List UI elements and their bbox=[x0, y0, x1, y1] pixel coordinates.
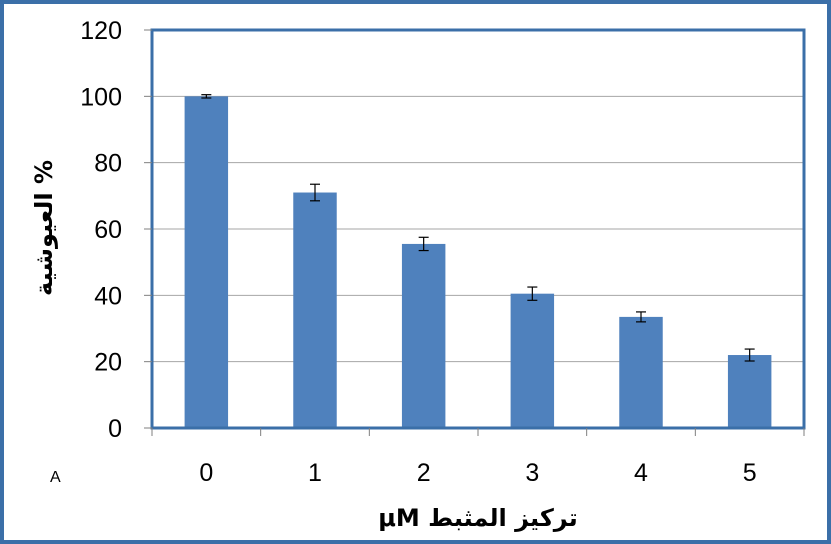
bars bbox=[184, 96, 772, 428]
error-bar-0 bbox=[201, 94, 212, 99]
x-tick-label: 4 bbox=[634, 459, 648, 487]
bar-5 bbox=[727, 355, 772, 428]
x-tick-label: 3 bbox=[525, 459, 539, 487]
x-tick-label: 1 bbox=[308, 459, 322, 487]
gridlines bbox=[152, 95, 804, 363]
x-tick-label: 2 bbox=[417, 459, 431, 487]
x-axis-ticks: 0 1 2 3 4 5 bbox=[151, 428, 805, 487]
bar-3 bbox=[510, 293, 555, 428]
panel-label: A bbox=[50, 469, 61, 486]
error-bar-4 bbox=[636, 311, 646, 323]
y-tick-label: 40 bbox=[94, 282, 122, 310]
y-tick-label: 20 bbox=[94, 349, 122, 377]
x-tick-label: 0 bbox=[199, 459, 213, 487]
y-tick-label: 0 bbox=[108, 415, 122, 443]
error-bar-3 bbox=[527, 286, 538, 301]
x-axis-title: تركيز المثبط μM bbox=[378, 504, 578, 532]
error-bar-5 bbox=[744, 348, 755, 362]
x-tick-label: 5 bbox=[743, 459, 757, 487]
bar-4 bbox=[619, 316, 663, 428]
error-bar-2 bbox=[418, 236, 429, 252]
y-axis-ticks: 0 20 40 60 80 100 120 bbox=[80, 17, 152, 443]
y-tick-label: 100 bbox=[80, 83, 122, 111]
y-tick-label: 80 bbox=[94, 150, 122, 178]
y-tick-label: 120 bbox=[80, 17, 122, 45]
bar-2 bbox=[401, 243, 446, 428]
y-axis-title: % العيوشية bbox=[30, 160, 58, 296]
error-bar-1 bbox=[310, 183, 320, 202]
y-tick-label: 60 bbox=[94, 216, 122, 244]
bar-0 bbox=[184, 96, 229, 428]
bar-1 bbox=[293, 192, 337, 428]
error-bars bbox=[201, 94, 755, 362]
